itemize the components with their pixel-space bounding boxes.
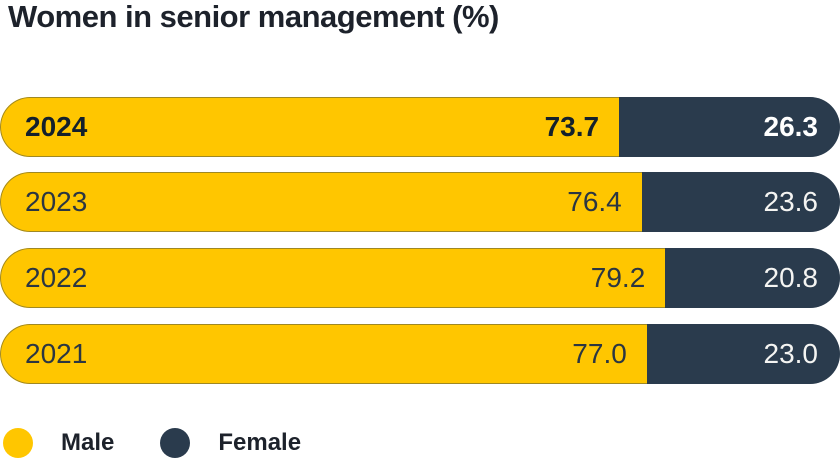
bar-row-2024: 2024 73.7 26.3 [0, 97, 840, 157]
bar-row-2021: 2021 77.0 23.0 [0, 324, 840, 384]
bar-segment-male-2024: 2024 73.7 [0, 97, 620, 157]
bar-segment-male-2023: 2023 76.4 [0, 172, 642, 232]
bar-segment-female-2024: 26.3 [619, 97, 840, 157]
female-value-label: 26.3 [763, 111, 819, 142]
bar-segment-female-2022: 20.8 [665, 248, 840, 308]
chart-legend: Male Female [3, 428, 301, 458]
bar-row-2022: 2022 79.2 20.8 [0, 248, 840, 308]
chart-title: Women in senior management (%) [8, 0, 499, 34]
bar-segment-male-2021: 2021 77.0 [0, 324, 647, 384]
legend-item-female: Female [160, 428, 301, 458]
male-value-label: 73.7 [544, 111, 600, 142]
female-legend-label: Female [218, 429, 302, 456]
male-value-label: 79.2 [590, 262, 646, 293]
male-value-label: 77.0 [572, 338, 627, 369]
year-label: 2021 [25, 338, 88, 369]
bar-row-2023: 2023 76.4 23.6 [0, 172, 840, 232]
female-value-label: 23.6 [763, 186, 819, 217]
year-label: 2023 [25, 186, 88, 217]
female-legend-dot-icon [160, 428, 191, 458]
bar-segment-male-2022: 2022 79.2 [0, 248, 666, 308]
year-label: 2024 [25, 111, 88, 142]
bar-segment-female-2021: 23.0 [646, 324, 840, 384]
female-value-label: 20.8 [763, 262, 819, 293]
female-value-label: 23.0 [763, 338, 819, 369]
male-legend-dot-icon [3, 428, 33, 458]
year-label: 2022 [25, 262, 88, 293]
male-legend-label: Male [61, 429, 115, 456]
legend-item-male: Male [3, 428, 114, 458]
male-value-label: 76.4 [567, 186, 622, 217]
bar-segment-female-2023: 23.6 [641, 172, 840, 232]
